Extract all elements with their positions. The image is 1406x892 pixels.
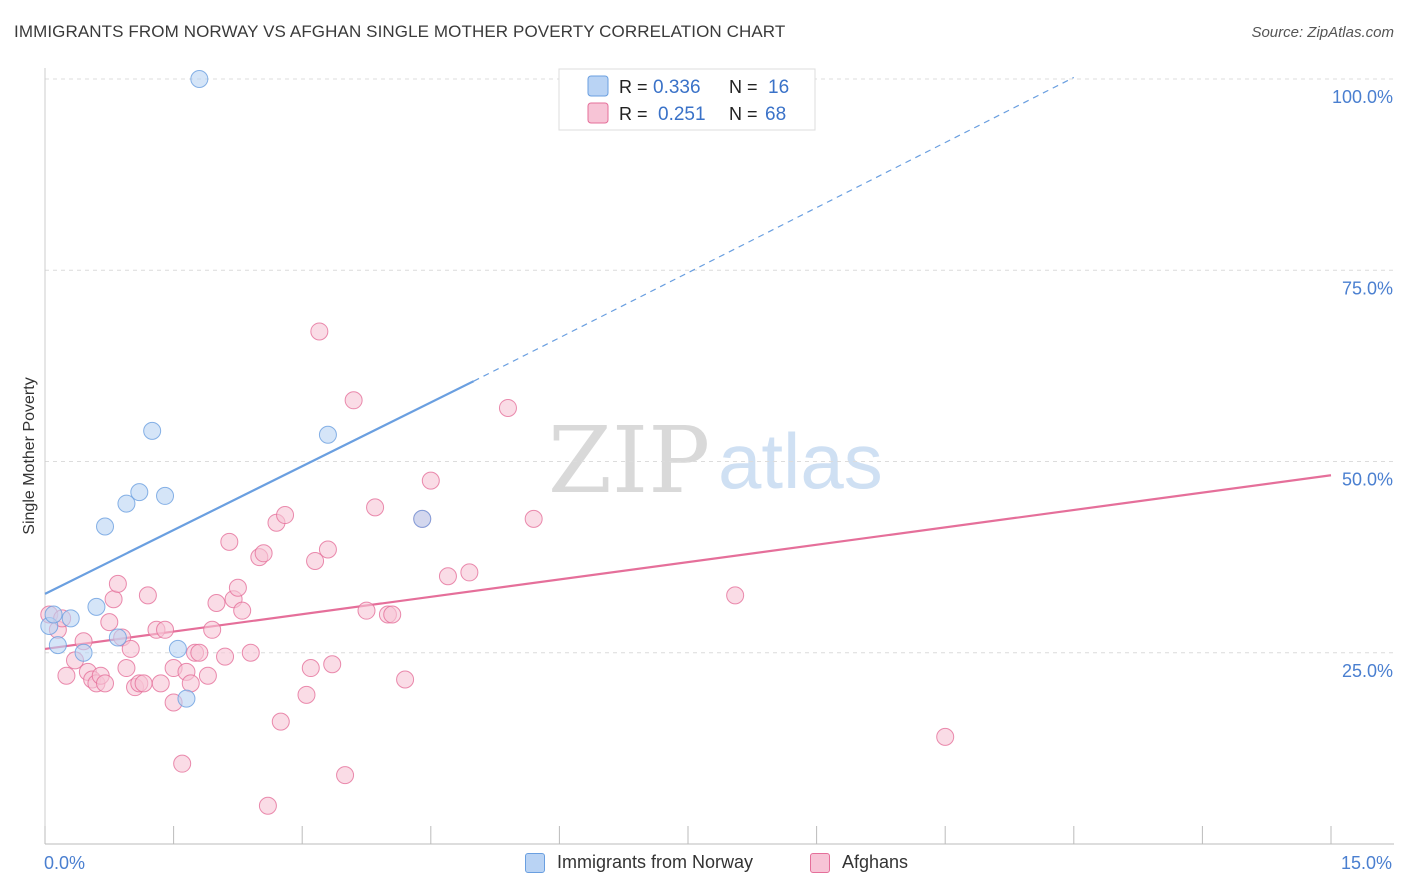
legend-label-norway: Immigrants from Norway — [557, 852, 754, 872]
data-point-afghans[interactable] — [306, 551, 325, 570]
legend-label-afghans: Afghans — [842, 852, 909, 872]
legend-r-label-norway: R = — [619, 77, 648, 97]
data-point-norway[interactable] — [190, 70, 209, 88]
data-point-afghans[interactable] — [258, 796, 277, 815]
legend-swatch-afghans-bottom — [810, 852, 830, 873]
legend-n-label-afghans: N = — [729, 104, 758, 124]
data-point-norway[interactable] — [168, 639, 187, 658]
data-point-afghans[interactable] — [344, 391, 363, 410]
source-label: Source: ZipAtlas.com — [1251, 24, 1394, 41]
legend-r-label-afghans: R = — [619, 104, 648, 124]
data-point-afghans[interactable] — [310, 322, 329, 341]
data-point-norway[interactable] — [177, 689, 196, 708]
trend-line-norway — [44, 380, 475, 595]
y-axis-label: Single Mother Poverty — [21, 377, 38, 534]
y-tick-label: 25.0% — [1342, 661, 1393, 681]
data-point-norway[interactable] — [96, 517, 115, 536]
data-point-afghans[interactable] — [396, 670, 415, 689]
data-point-norway[interactable] — [44, 605, 63, 624]
legend-item-afghans[interactable]: Afghans — [810, 852, 908, 873]
chart-title: IMMIGRANTS FROM NORWAY VS AFGHAN SINGLE … — [14, 22, 786, 41]
data-point-norway[interactable] — [156, 486, 175, 505]
data-point-norway[interactable] — [87, 597, 106, 616]
data-point-afghans[interactable] — [276, 506, 295, 525]
data-point-afghans[interactable] — [318, 540, 337, 559]
data-point-norway[interactable] — [61, 609, 80, 628]
x-tick-label-min: 0.0% — [44, 853, 85, 873]
legend-r-value-afghans: 0.251 — [658, 104, 706, 125]
data-point-norway[interactable] — [318, 425, 337, 444]
data-point-afghans[interactable] — [233, 601, 252, 620]
trend-line-extension — [473, 76, 1075, 382]
legend-swatch-norway-bottom — [525, 852, 545, 873]
data-point-afghans[interactable] — [383, 605, 402, 624]
legend-swatch-norway — [587, 75, 609, 97]
data-point-norway[interactable] — [117, 494, 136, 513]
trend-line-afghans — [44, 474, 1332, 651]
data-point-afghans[interactable] — [254, 544, 273, 563]
data-point-afghans[interactable] — [117, 659, 136, 678]
data-point-norway[interactable] — [48, 636, 67, 655]
y-tick-label: 50.0% — [1342, 470, 1393, 490]
data-point-afghans[interactable] — [198, 666, 217, 685]
data-point-afghans[interactable] — [220, 532, 239, 551]
data-point-afghans[interactable] — [181, 674, 200, 693]
data-point-afghans[interactable] — [203, 620, 222, 639]
legend-swatch-afghans — [587, 102, 609, 124]
data-point-afghans[interactable] — [108, 574, 127, 593]
legend-n-value-norway: 16 — [768, 77, 789, 98]
data-point-norway[interactable] — [413, 509, 432, 528]
data-point-afghans[interactable] — [216, 647, 235, 666]
data-point-afghans[interactable] — [297, 685, 316, 704]
data-point-norway[interactable] — [74, 643, 93, 662]
data-point-norway[interactable] — [143, 421, 162, 440]
correlation-legend: R = 0.336 N = 16 R = 0.251 N = 68 — [558, 68, 816, 131]
data-point-afghans[interactable] — [460, 563, 479, 582]
data-point-afghans[interactable] — [241, 643, 260, 662]
data-point-afghans[interactable] — [173, 754, 192, 773]
data-point-afghans[interactable] — [336, 766, 355, 785]
legend-n-value-afghans: 68 — [765, 104, 786, 125]
data-point-afghans[interactable] — [156, 620, 175, 639]
y-tick-label: 100.0% — [1332, 87, 1393, 107]
data-point-afghans[interactable] — [96, 674, 115, 693]
data-point-afghans[interactable] — [366, 498, 385, 517]
data-point-afghans[interactable] — [138, 586, 157, 605]
y-tick-label: 75.0% — [1342, 278, 1393, 298]
data-point-afghans[interactable] — [726, 586, 745, 605]
data-point-afghans[interactable] — [438, 567, 457, 586]
data-point-afghans[interactable] — [207, 594, 226, 613]
data-point-afghans[interactable] — [936, 727, 955, 746]
data-point-norway[interactable] — [130, 483, 149, 502]
legend-r-value-norway: 0.336 — [653, 77, 701, 98]
data-point-norway[interactable] — [108, 628, 127, 647]
data-point-afghans[interactable] — [104, 590, 123, 609]
data-point-afghans[interactable] — [524, 509, 543, 528]
legend-item-norway[interactable]: Immigrants from Norway — [525, 852, 753, 873]
data-point-afghans[interactable] — [421, 471, 440, 490]
watermark-zip: ZIP — [548, 407, 710, 514]
data-point-afghans[interactable] — [190, 643, 209, 662]
data-point-afghans[interactable] — [271, 712, 290, 731]
data-point-afghans[interactable] — [323, 655, 342, 674]
data-point-afghans[interactable] — [228, 578, 247, 597]
data-point-afghans[interactable] — [121, 639, 140, 658]
data-point-afghans[interactable] — [134, 674, 153, 693]
x-tick-label-max: 15.0% — [1341, 853, 1392, 873]
data-point-afghans[interactable] — [100, 613, 119, 632]
data-point-afghans[interactable] — [357, 601, 376, 620]
data-point-afghans[interactable] — [498, 398, 517, 417]
data-point-afghans[interactable] — [301, 659, 320, 678]
legend-n-label-norway: N = — [729, 77, 758, 97]
data-point-afghans[interactable] — [151, 674, 170, 693]
series-legend: Immigrants from Norway Afghans — [0, 852, 1406, 878]
data-point-afghans[interactable] — [57, 666, 76, 685]
